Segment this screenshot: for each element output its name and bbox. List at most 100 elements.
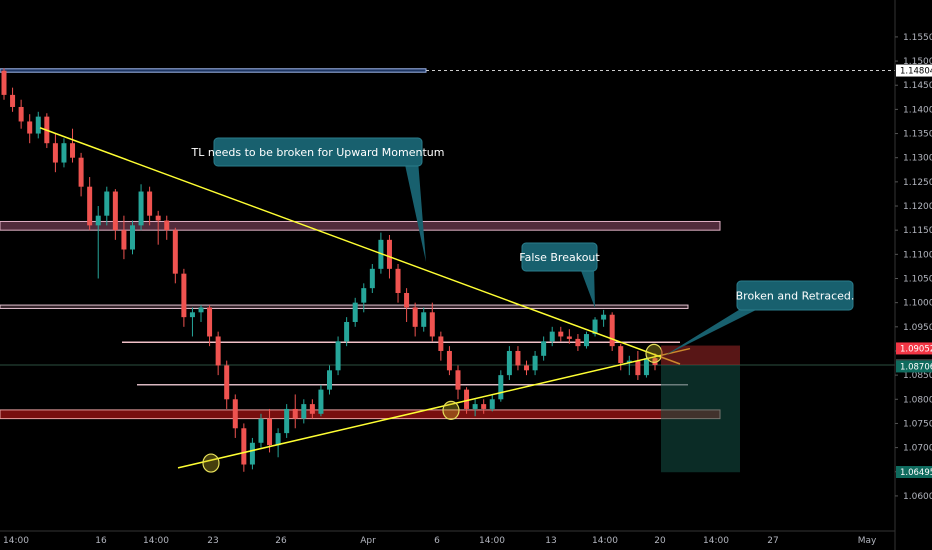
candles-layer <box>1 68 658 472</box>
price-tag-green-lower-bg <box>896 466 932 479</box>
zone-resistance-mid <box>0 304 689 309</box>
candle-body <box>27 121 33 134</box>
ascending-trendline <box>177 347 691 469</box>
touch-circle-3 <box>645 343 663 363</box>
y-tick-label: 1.06000 <box>903 492 932 502</box>
x-tick-label: 13 <box>545 536 556 546</box>
y-tick-label: 1.07000 <box>903 444 932 454</box>
candle-body <box>147 191 153 216</box>
candle-body <box>515 350 521 366</box>
candle-body <box>327 370 332 390</box>
y-axis-background <box>895 0 932 550</box>
x-tick-label: 6 <box>434 536 440 546</box>
price-tag-top-bg <box>896 64 932 77</box>
candle-body <box>207 307 213 337</box>
x-tick-label: May <box>858 536 877 546</box>
candle-body <box>318 389 324 414</box>
y-tick-label: 1.13000 <box>903 154 932 164</box>
zone-resistance-upper <box>0 220 721 231</box>
callout-broken-retraced: Broken and Retraced. <box>664 280 855 356</box>
x-tick-label: 14:00 <box>143 536 169 546</box>
candle-body <box>189 312 195 318</box>
y-tick-label: 1.14500 <box>903 81 932 91</box>
candle-body <box>198 307 204 313</box>
candle-body <box>164 220 170 231</box>
position-box-layer <box>661 345 740 473</box>
y-tick-label: 1.08000 <box>903 395 932 405</box>
y-tick-label: 1.09500 <box>903 323 932 333</box>
touch-circle-2 <box>442 400 460 420</box>
candle-body <box>232 399 238 429</box>
candle-body <box>506 350 512 376</box>
candle-body <box>575 338 581 347</box>
candle-body <box>438 336 444 351</box>
candle-body <box>446 350 452 371</box>
candle-body <box>61 143 67 163</box>
candle-body <box>412 307 418 327</box>
touch-circle-1 <box>202 453 220 473</box>
candle-body <box>104 191 110 216</box>
candle-body <box>52 143 58 163</box>
candle-body <box>429 312 435 337</box>
candle-body <box>138 191 144 226</box>
candle-body <box>87 186 93 226</box>
candle-body <box>309 404 315 414</box>
x-tick-label: 14:00 <box>3 536 29 546</box>
candle-body <box>241 428 247 465</box>
candle-body <box>626 360 632 364</box>
candle-body <box>558 331 564 337</box>
callout-tl-note-tail <box>404 160 426 262</box>
candle-body <box>1 70 7 95</box>
candle-body <box>472 404 478 409</box>
price-tag-green-upper: 1.08706 <box>900 362 932 372</box>
callout-tl-note: TL needs to be broken for Upward Momentu… <box>191 137 444 262</box>
price-tag-green-lower: 1.06495 <box>900 468 932 478</box>
candle-body <box>635 360 641 376</box>
candle-body <box>386 239 392 269</box>
candle-body <box>618 346 624 364</box>
candle-body <box>652 358 658 365</box>
zone-support <box>0 409 721 420</box>
candle-body <box>464 389 470 409</box>
candle-body <box>352 302 358 322</box>
trendlines-layer <box>39 127 691 473</box>
candle-body <box>275 433 281 446</box>
callout-broken-retraced-text: Broken and Retraced. <box>736 290 855 303</box>
candle-body <box>155 215 161 221</box>
candle-body <box>215 336 221 366</box>
candle-body <box>301 404 307 419</box>
price-tag-red: 1.09052 <box>900 344 932 354</box>
x-tick-label: 20 <box>654 536 666 546</box>
candle-body <box>344 321 350 342</box>
callout-false-breakout-box <box>521 242 598 272</box>
x-tick-label: 16 <box>95 536 107 546</box>
candle-body <box>284 408 290 434</box>
zone-resistance-top <box>0 68 427 73</box>
candle-body <box>70 143 76 158</box>
position-stop-area <box>661 345 740 365</box>
y-tick-label: 1.10500 <box>903 274 932 284</box>
candle-body <box>35 116 41 134</box>
candle-body <box>601 314 607 320</box>
callouts-layer: TL needs to be broken for Upward Momentu… <box>191 137 855 356</box>
candle-body <box>267 418 273 446</box>
candle-body <box>369 268 375 289</box>
callout-false-breakout-tail <box>580 268 595 308</box>
callout-false-breakout: False Breakout <box>519 242 600 308</box>
candle-body <box>361 288 367 303</box>
x-tick-label: 14:00 <box>703 536 729 546</box>
y-tick-label: 1.11500 <box>903 226 932 236</box>
callout-broken-retraced-box <box>736 280 854 311</box>
price-tag-green-upper-bg <box>896 360 932 373</box>
candle-body <box>421 312 427 327</box>
y-tick-label: 1.15000 <box>903 57 932 67</box>
candle-body <box>112 191 118 231</box>
candle-body <box>395 268 401 293</box>
x-tick-label: 27 <box>767 536 778 546</box>
descending-trendline <box>39 127 681 365</box>
y-tick-label: 1.10000 <box>903 299 932 309</box>
y-tick-label: 1.15500 <box>903 33 932 43</box>
